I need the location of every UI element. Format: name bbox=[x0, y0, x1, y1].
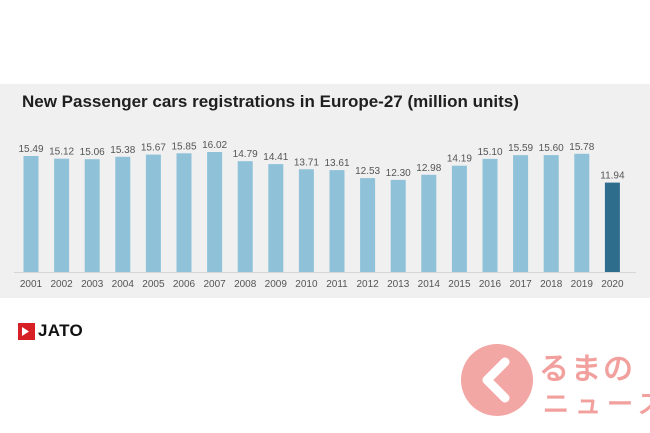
bar-2011 bbox=[329, 170, 345, 272]
chart-title: New Passenger cars registrations in Euro… bbox=[22, 92, 519, 111]
watermark-circle-icon bbox=[461, 344, 533, 416]
x-tick-label-2009: 2009 bbox=[265, 279, 288, 290]
jato-arrow-icon bbox=[18, 323, 35, 340]
watermark-text-line1: るまの bbox=[539, 352, 635, 387]
bar-2006 bbox=[176, 153, 192, 272]
bar-2005 bbox=[145, 154, 161, 272]
watermark-text-line2: ニュース bbox=[543, 390, 650, 420]
x-tick-label-2001: 2001 bbox=[20, 279, 43, 290]
value-label-2008: 14.79 bbox=[233, 149, 258, 160]
value-label-2012: 12.53 bbox=[355, 166, 380, 177]
bar-2020 bbox=[604, 182, 620, 272]
value-label-2010: 13.71 bbox=[294, 157, 319, 168]
x-tick-label-2013: 2013 bbox=[387, 279, 410, 290]
bar-2018 bbox=[543, 155, 559, 272]
bar-2015 bbox=[451, 165, 467, 272]
bar-chart: 15.49 2001 15.12 2002 15.06 2003 15.38 2004 15.6… bbox=[14, 140, 636, 290]
bar-2012 bbox=[360, 178, 376, 272]
bar-2016 bbox=[482, 158, 498, 272]
bar-2002 bbox=[54, 158, 70, 272]
x-tick-label-2002: 2002 bbox=[50, 279, 73, 290]
value-label-2006: 15.85 bbox=[171, 141, 196, 152]
value-label-2018: 15.60 bbox=[539, 143, 564, 154]
x-tick-label-2010: 2010 bbox=[295, 279, 318, 290]
bar-2014 bbox=[421, 174, 437, 272]
value-label-2003: 15.06 bbox=[80, 147, 105, 158]
x-tick-label-2012: 2012 bbox=[356, 279, 379, 290]
value-label-2011: 13.61 bbox=[324, 158, 349, 169]
x-tick-label-2020: 2020 bbox=[601, 279, 624, 290]
x-tick-label-2015: 2015 bbox=[448, 279, 471, 290]
bar-2019 bbox=[574, 153, 590, 272]
value-label-2019: 15.78 bbox=[569, 142, 594, 153]
bar-2001 bbox=[23, 156, 39, 272]
x-tick-label-2008: 2008 bbox=[234, 279, 257, 290]
x-tick-label-2011: 2011 bbox=[326, 279, 348, 290]
kuruma-news-watermark: るまの ニュース bbox=[455, 340, 650, 426]
x-tick-label-2005: 2005 bbox=[142, 279, 165, 290]
x-tick-label-2019: 2019 bbox=[571, 279, 594, 290]
value-label-2005: 15.67 bbox=[141, 143, 166, 154]
x-tick-label-2014: 2014 bbox=[418, 279, 441, 290]
x-tick-label-2017: 2017 bbox=[509, 279, 532, 290]
value-label-2013: 12.30 bbox=[386, 168, 411, 179]
x-tick-label-2007: 2007 bbox=[203, 279, 226, 290]
value-label-2004: 15.38 bbox=[110, 145, 135, 156]
x-tick-label-2018: 2018 bbox=[540, 279, 563, 290]
x-tick-label-2016: 2016 bbox=[479, 279, 502, 290]
value-label-2016: 15.10 bbox=[477, 147, 502, 158]
value-label-2020: 11.94 bbox=[600, 171, 625, 182]
value-label-2002: 15.12 bbox=[49, 147, 74, 158]
value-label-2017: 15.59 bbox=[508, 143, 533, 154]
bar-2017 bbox=[513, 155, 529, 272]
value-label-2007: 16.02 bbox=[202, 140, 227, 151]
value-label-2015: 14.19 bbox=[447, 154, 472, 165]
bar-2003 bbox=[84, 159, 100, 272]
bar-2004 bbox=[115, 156, 131, 272]
value-label-2001: 15.49 bbox=[18, 144, 43, 155]
x-tick-label-2003: 2003 bbox=[81, 279, 104, 290]
x-tick-label-2004: 2004 bbox=[112, 279, 135, 290]
bar-2010 bbox=[298, 169, 314, 272]
jato-logo-text: JATO bbox=[38, 321, 83, 340]
value-label-2014: 12.98 bbox=[416, 163, 441, 174]
bar-2007 bbox=[207, 152, 223, 272]
value-label-2009: 14.41 bbox=[263, 152, 288, 163]
bar-2013 bbox=[390, 179, 406, 272]
jato-logo: JATO bbox=[18, 321, 98, 343]
bar-2009 bbox=[268, 164, 284, 272]
x-tick-label-2006: 2006 bbox=[173, 279, 196, 290]
chart-panel bbox=[0, 84, 650, 298]
bar-2008 bbox=[237, 161, 253, 272]
